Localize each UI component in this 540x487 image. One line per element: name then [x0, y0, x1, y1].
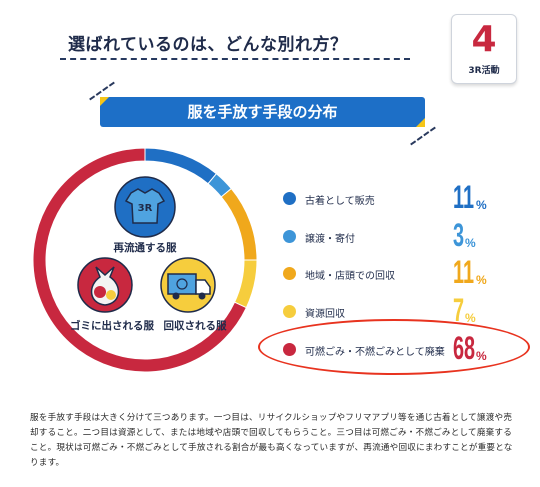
page-title: 選ばれているのは、どんな別れ方？	[68, 35, 348, 55]
legend-value: 11%	[453, 254, 513, 291]
shirt-text: 3R	[138, 203, 153, 214]
legend-label: 古着として販売	[305, 196, 375, 207]
legend-dot	[283, 305, 296, 318]
legend-value: 11%	[453, 179, 513, 216]
donut-slices	[32, 147, 258, 373]
truck-wheel2-icon	[198, 292, 206, 300]
badge-number: 4	[471, 19, 497, 60]
badge-label: 3R活動	[468, 66, 500, 76]
trash-bag-item-icon	[94, 286, 106, 298]
legend-value-unit: %	[465, 236, 476, 250]
highlight-ellipse	[258, 319, 530, 375]
trash-label: ゴミに出される服	[70, 319, 154, 332]
legend-value: 3%	[453, 217, 513, 254]
trash-bag-illustration	[77, 257, 133, 313]
donut-slice-3	[233, 259, 258, 309]
donut-slice-4	[32, 147, 248, 373]
legend-value-number: 7	[453, 292, 465, 328]
truck-cab-icon	[195, 279, 211, 295]
donut-slice-2	[220, 187, 258, 261]
legend-value-unit: %	[476, 198, 487, 212]
reuse-label: 再流通する服	[114, 241, 177, 254]
legend-label: 譲渡・寄付	[305, 234, 355, 245]
description-text: 服を手放す手段は大きく分けて三つあります。一つ目は、リサイクルショップやフリマア…	[30, 413, 513, 468]
donut-chart: 3R 再流通する服 ゴミに出される服 回収される服	[32, 147, 258, 373]
banner-decoration-right	[410, 126, 436, 146]
collect-label: 回収される服	[164, 320, 227, 332]
legend-dot	[283, 230, 296, 243]
truck-cargo-icon	[167, 273, 197, 295]
reuse-shirt-illustration: 3R	[114, 176, 176, 238]
section-badge: 4 3R活動	[451, 14, 517, 84]
legend-value-number: 11	[453, 254, 474, 290]
legend-value-unit: %	[476, 273, 487, 287]
chart-title-banner: 服を手放す手段の分布	[100, 97, 425, 127]
legend-value-number: 11	[453, 179, 474, 215]
truck-wheel-icon	[172, 292, 180, 300]
recycle-icon	[176, 278, 188, 290]
legend-dot	[283, 192, 296, 205]
legend-label: 地域・店頭での回収	[305, 271, 395, 282]
legend-value-number: 3	[453, 217, 465, 253]
title-divider	[60, 58, 410, 60]
shirt-icon	[124, 188, 166, 224]
banner-corner-left	[100, 97, 109, 106]
legend-label: 資源回収	[305, 309, 345, 320]
legend-value-unit: %	[465, 311, 476, 325]
collection-truck-illustration	[160, 257, 216, 313]
legend-dot	[283, 267, 296, 280]
legend-value: 7%	[453, 292, 513, 329]
trash-bag-item2-icon	[106, 290, 116, 300]
banner-corner-right	[416, 118, 425, 127]
